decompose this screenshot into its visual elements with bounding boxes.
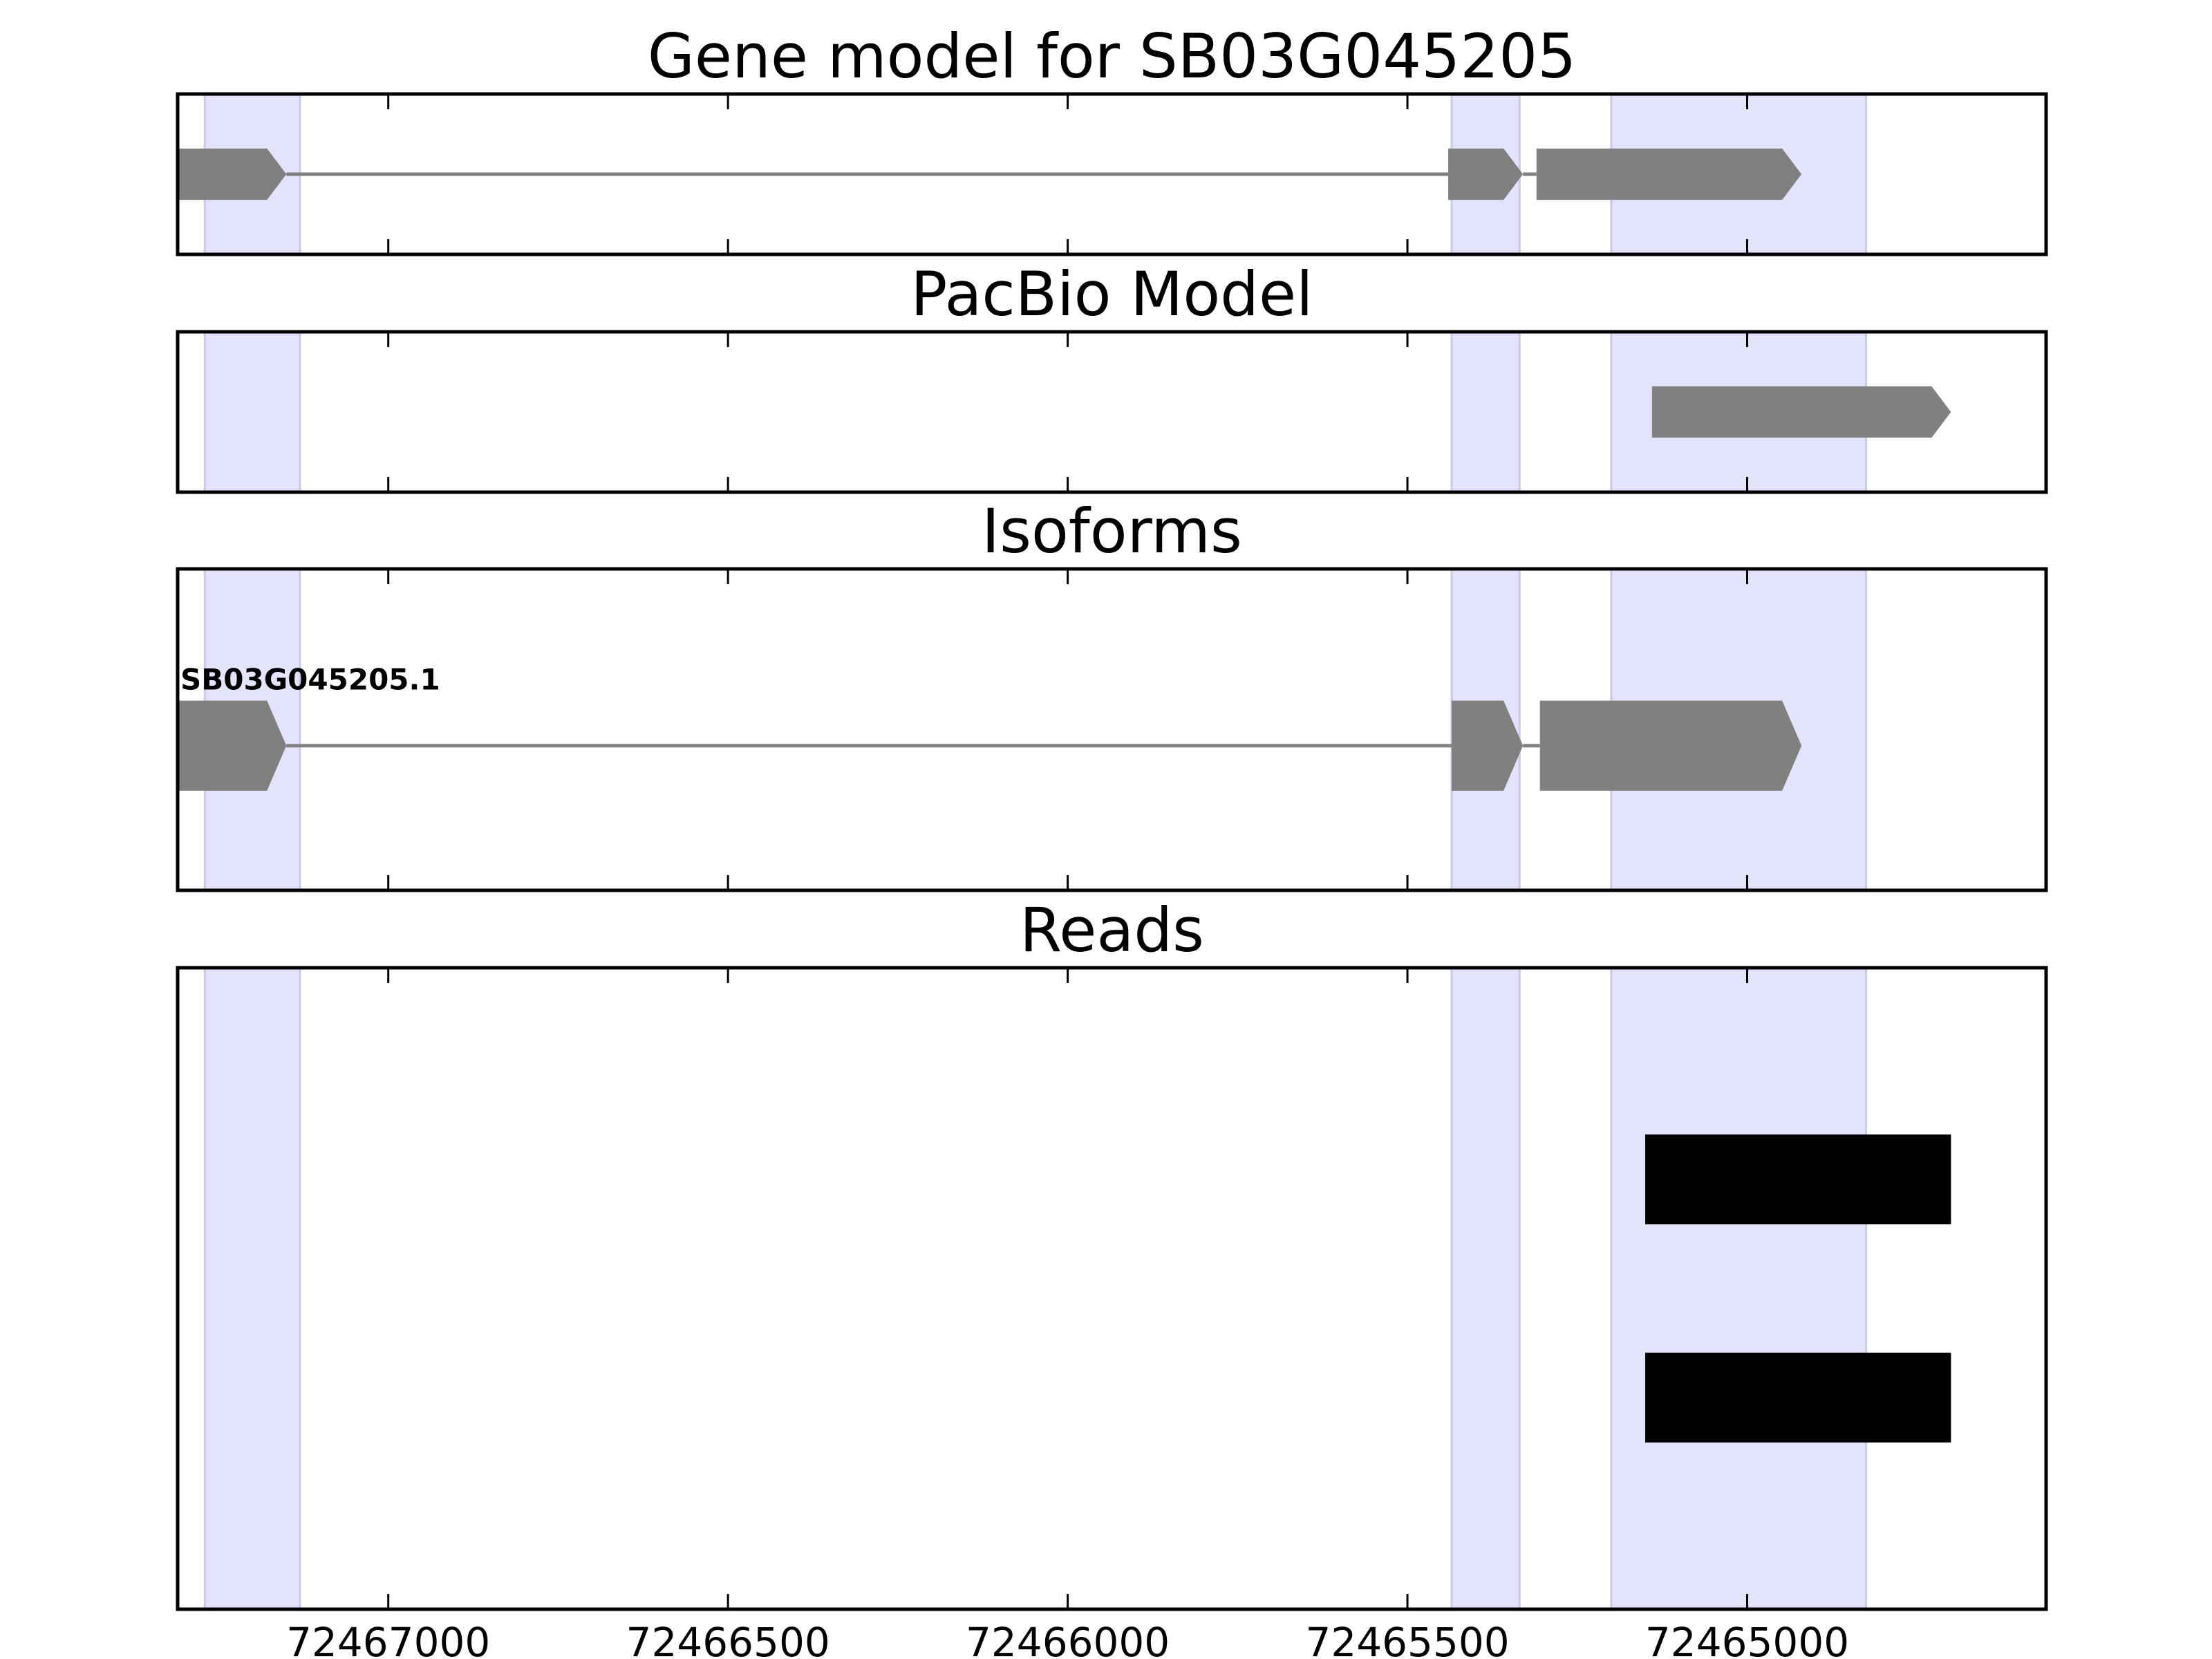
panel-gene-0: Gene model for SB03G045205 bbox=[176, 21, 2048, 256]
highlight-band bbox=[1450, 966, 1521, 1611]
x-tick-label: 72465000 bbox=[1645, 1619, 1849, 1659]
exon-block bbox=[178, 700, 287, 791]
exon-block bbox=[1651, 386, 1951, 438]
panel-isoform-2: Isoforms SB03G045205.1 bbox=[176, 496, 2048, 892]
highlight-band bbox=[1610, 966, 1868, 1611]
exon-block bbox=[178, 148, 287, 200]
panel-title: PacBio Model bbox=[910, 259, 1313, 330]
panel-gene-1: PacBio Model bbox=[176, 259, 2048, 494]
x-tick-label: 72465500 bbox=[1305, 1619, 1509, 1659]
x-tick-label: 72466000 bbox=[966, 1619, 1170, 1659]
panel-frame bbox=[176, 330, 2048, 494]
highlight-band bbox=[1450, 330, 1521, 494]
exon-block bbox=[1536, 148, 1802, 200]
exon-block bbox=[1451, 700, 1524, 791]
panel-frame bbox=[176, 966, 2048, 1611]
panel-frame bbox=[176, 92, 2048, 256]
highlight-band bbox=[203, 330, 301, 494]
panel-reads-3: Reads 72467000 72466500 72466000 72465500 724… bbox=[176, 894, 2048, 1659]
panel-title: Isoforms bbox=[982, 496, 1242, 567]
panel-frame bbox=[176, 567, 2048, 892]
x-tick-label: 72467000 bbox=[286, 1619, 490, 1659]
panel-title: Gene model for SB03G045205 bbox=[648, 21, 1577, 92]
exon-block bbox=[1539, 700, 1802, 791]
panel-title: Reads bbox=[1020, 894, 1204, 966]
highlight-band bbox=[203, 966, 301, 1611]
x-tick-label: 72466500 bbox=[626, 1619, 830, 1659]
isoform-label: SB03G045205.1 bbox=[180, 663, 440, 697]
read-block bbox=[1645, 1352, 1951, 1443]
exon-block bbox=[1448, 148, 1524, 200]
read-block bbox=[1645, 1134, 1951, 1225]
